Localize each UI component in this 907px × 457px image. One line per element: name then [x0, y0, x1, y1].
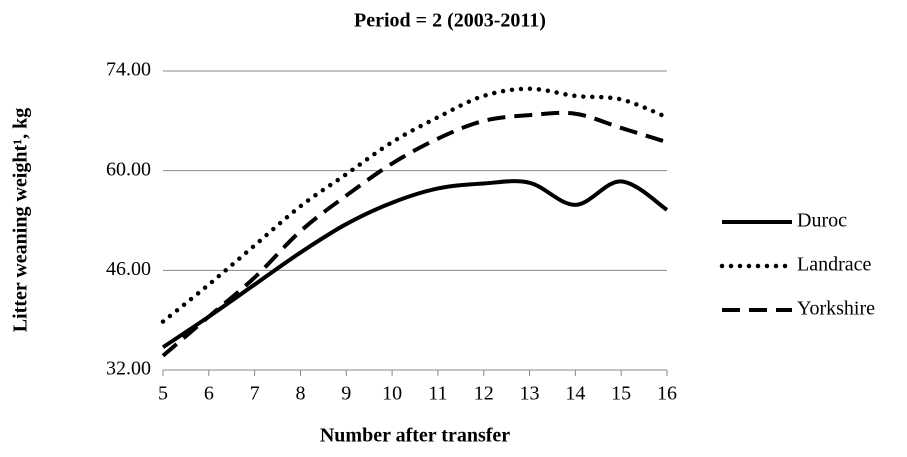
series-line	[161, 179, 669, 349]
y-tick-label: 60.00	[106, 158, 151, 180]
y-axis-label: Litter weaning weight¹, kg	[10, 108, 32, 333]
x-tick-label: 8	[295, 383, 305, 405]
x-tick-label: 13	[520, 383, 540, 405]
y-tick-label: 74.00	[106, 59, 151, 81]
y-tick-label: 32.00	[106, 358, 151, 380]
legend-label: Duroc	[797, 210, 847, 232]
x-tick-label: 16	[657, 383, 677, 405]
legend-label: Landrace	[797, 254, 872, 276]
x-tick-label: 9	[341, 383, 351, 405]
chart-title: Period = 2 (2003-2011)	[354, 10, 546, 32]
x-axis-label: Number after transfer	[320, 425, 510, 447]
x-tick-label: 5	[158, 383, 168, 405]
x-tick-label: 10	[382, 383, 402, 405]
series-line	[161, 110, 668, 358]
x-tick-label: 15	[611, 383, 631, 405]
series-line	[160, 86, 670, 324]
x-tick-label: 7	[250, 383, 260, 405]
x-tick-label: 6	[204, 383, 214, 405]
x-tick-label: 12	[474, 383, 494, 405]
x-tick-label: 14	[565, 383, 585, 405]
y-tick-label: 46.00	[106, 258, 151, 280]
x-tick-label: 11	[428, 383, 447, 405]
legend-label: Yorkshire	[797, 298, 875, 320]
